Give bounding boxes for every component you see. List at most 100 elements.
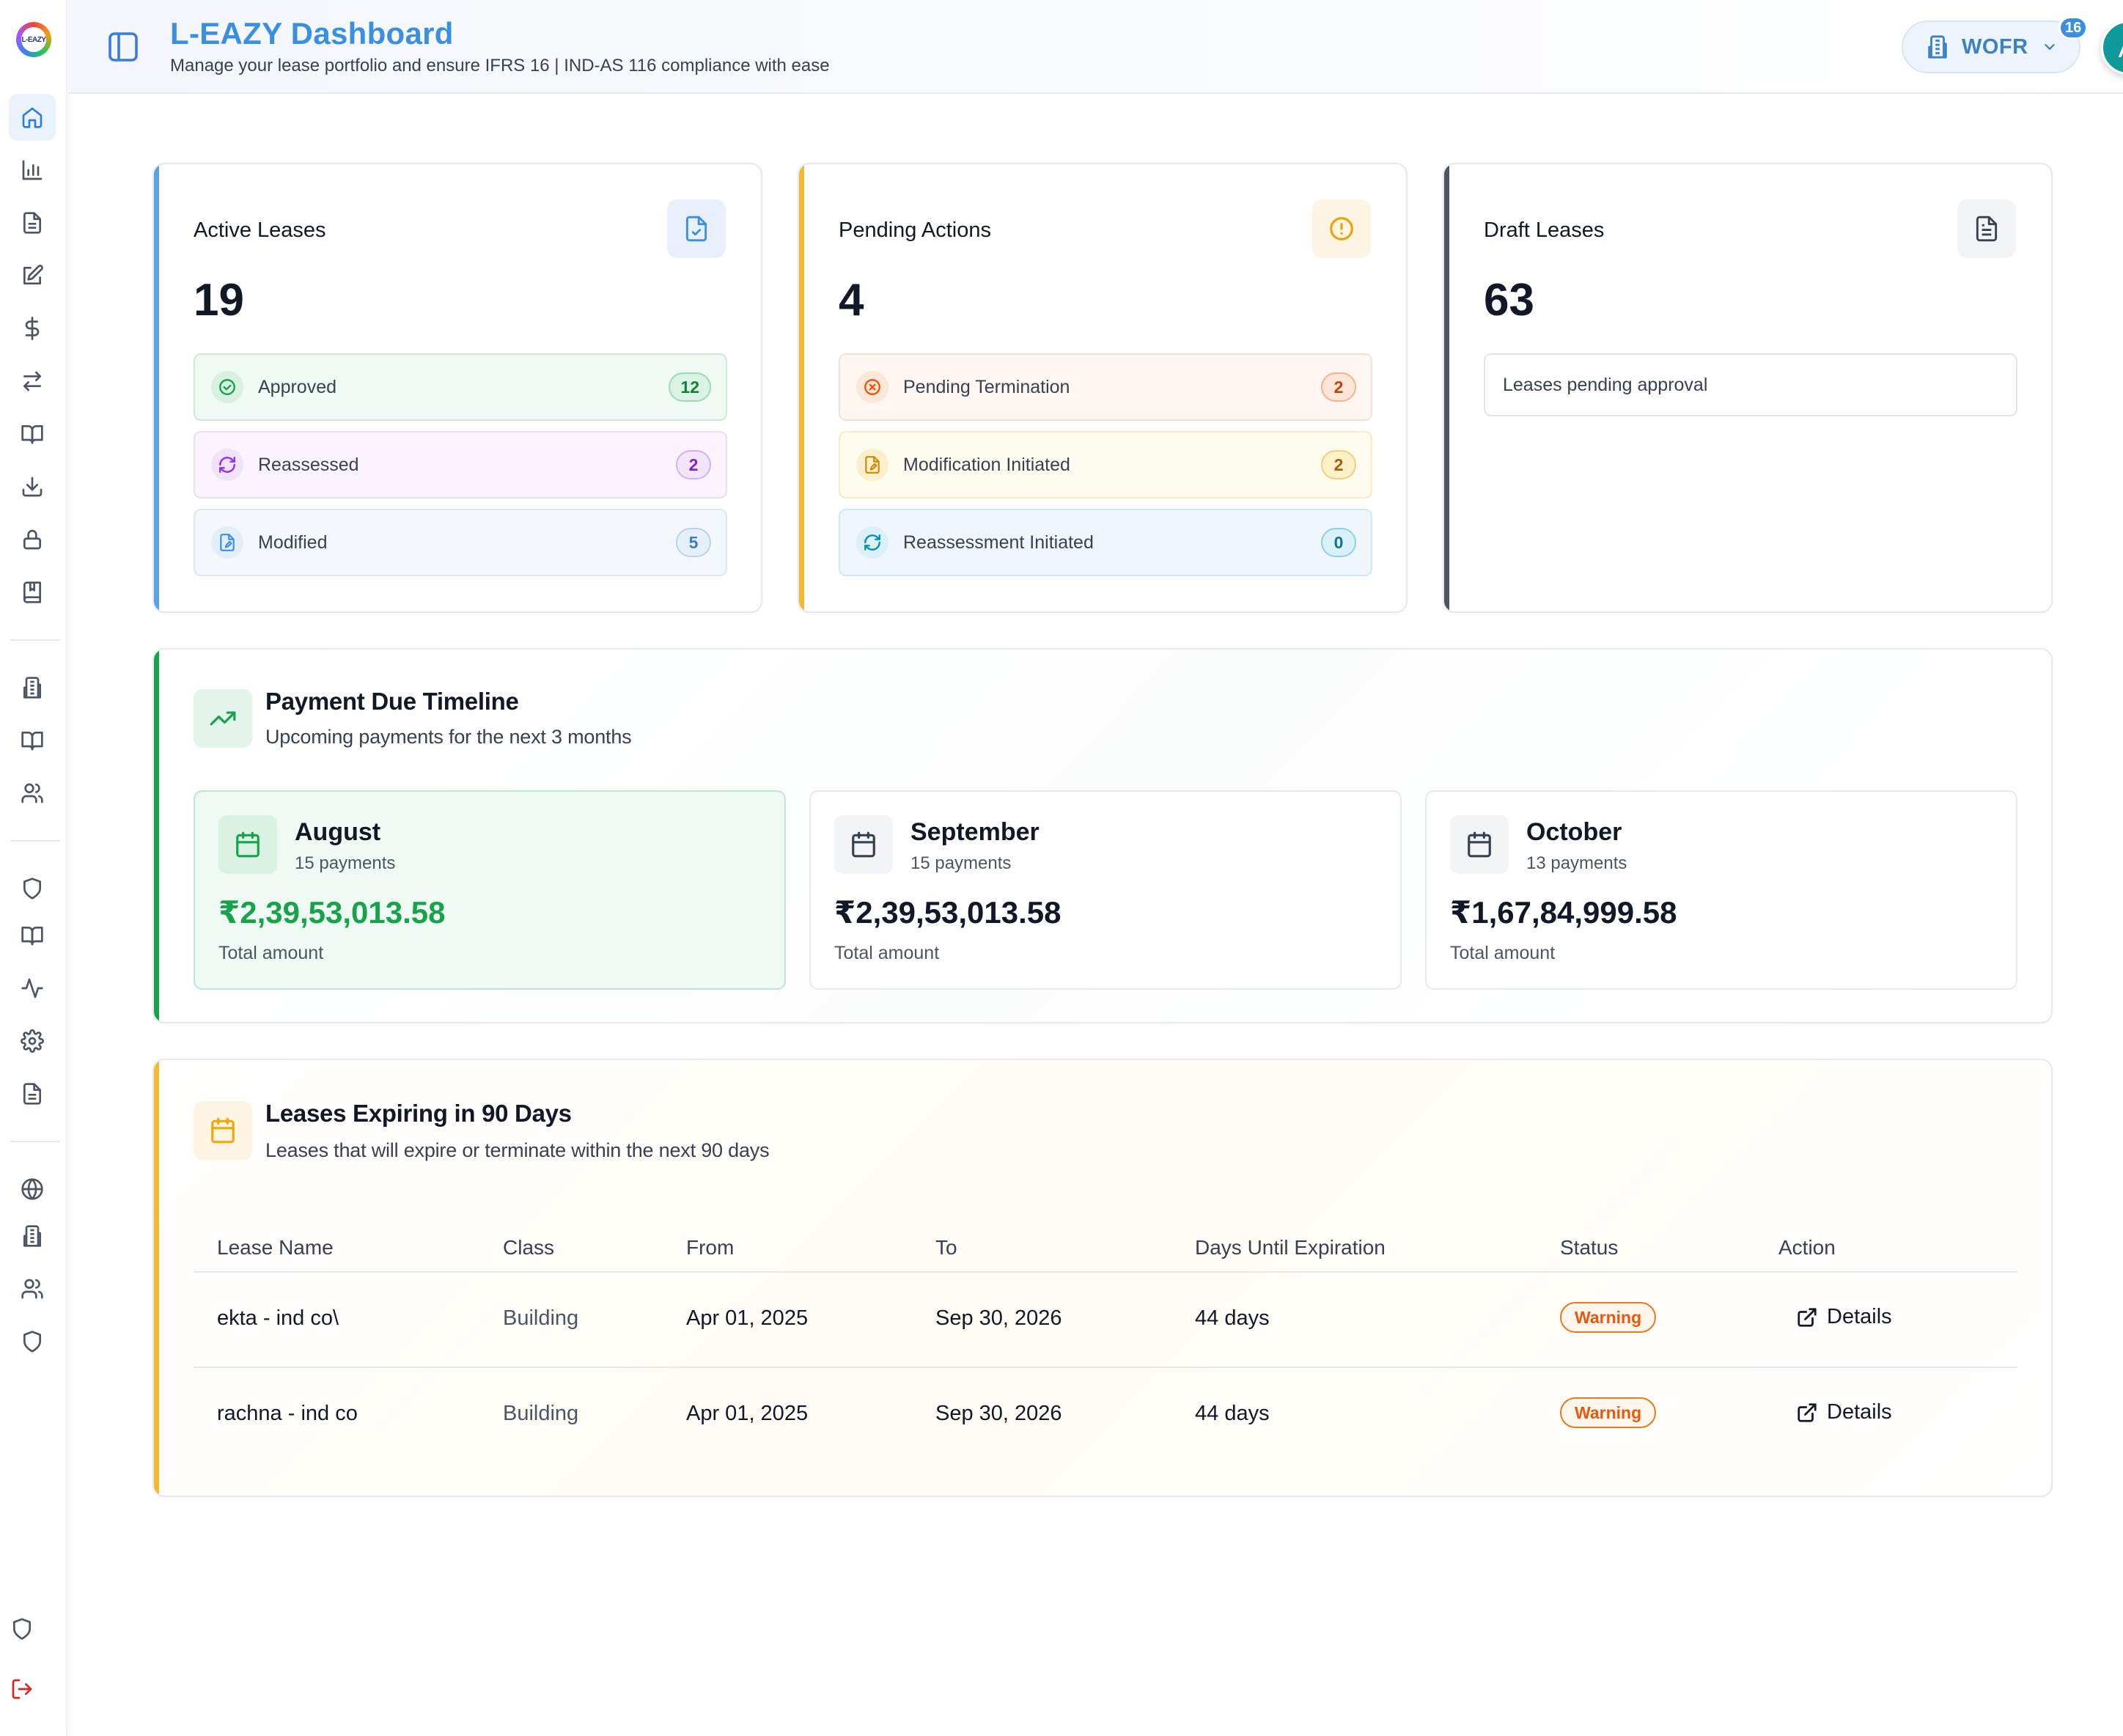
nav-edit-icon[interactable] — [9, 252, 56, 299]
nav-globe-icon[interactable] — [9, 1166, 56, 1213]
payment-count: 15 payments — [910, 853, 1012, 873]
card-accent-bar — [154, 1060, 159, 1496]
days-until-expiration: 44 days — [1195, 1402, 1270, 1425]
alert-circle-icon — [1312, 199, 1371, 258]
nav-download-icon[interactable] — [9, 463, 56, 510]
details-link[interactable]: Details — [1796, 1400, 1892, 1424]
count-badge: 2 — [1321, 372, 1356, 402]
lease-name: ekta - ind co\ — [217, 1306, 339, 1330]
lease-class: Building — [503, 1306, 579, 1330]
page-subtitle: Manage your lease portfolio and ensure I… — [170, 56, 830, 76]
sidebar-divider — [10, 1141, 60, 1142]
section-title: Leases Expiring in 90 Days — [265, 1100, 572, 1127]
sidebar-divider — [10, 639, 60, 641]
column-header-to[interactable]: To — [935, 1236, 957, 1259]
details-link[interactable]: Details — [1796, 1305, 1892, 1329]
count-badge: 0 — [1321, 528, 1356, 557]
draft-note: Leases pending approval — [1484, 353, 2017, 416]
card-title: Pending Actions — [839, 218, 991, 242]
nav-book-open-icon-2[interactable] — [9, 717, 56, 764]
row-label: Reassessed — [258, 454, 359, 475]
file-check-icon — [667, 199, 726, 258]
status-row-modified[interactable]: Modified 5 — [194, 509, 727, 576]
column-header-class[interactable]: Class — [503, 1236, 555, 1259]
sidebar-divider — [10, 840, 60, 842]
status-row-reassessed[interactable]: Reassessed 2 — [194, 431, 727, 499]
card-title: Active Leases — [194, 218, 326, 242]
nav-users-icon-2[interactable] — [9, 1265, 56, 1312]
nav-shield-icon-2[interactable] — [9, 1318, 56, 1365]
lease-class: Building — [503, 1402, 579, 1425]
nav-users-icon[interactable] — [9, 770, 56, 817]
app-logo[interactable]: L-EAZY — [16, 22, 51, 57]
payment-count: 15 payments — [295, 853, 396, 873]
column-header-status[interactable]: Status — [1560, 1236, 1619, 1259]
total-amount-label: Total amount — [834, 943, 940, 963]
file-text-icon — [1957, 199, 2016, 258]
month-card-october[interactable]: October 13 payments ₹1,67,84,999.58 Tota… — [1425, 790, 2017, 990]
x-circle-icon — [856, 371, 888, 403]
month-card-september[interactable]: September 15 payments ₹2,39,53,013.58 To… — [809, 790, 1402, 990]
status-row-pending-termination[interactable]: Pending Termination 2 — [839, 353, 1372, 421]
nav-dollar-icon[interactable] — [9, 305, 56, 352]
table-header-divider — [194, 1271, 2017, 1273]
nav-building-icon-2[interactable] — [9, 1213, 56, 1259]
row-label: Modified — [258, 532, 328, 553]
column-header-action: Action — [1778, 1236, 1836, 1259]
card-accent-bar — [1444, 164, 1449, 611]
section-subtitle: Upcoming payments for the next 3 months — [265, 726, 632, 748]
month-card-august[interactable]: August 15 payments ₹2,39,53,013.58 Total… — [194, 790, 786, 990]
days-until-expiration: 44 days — [1195, 1306, 1270, 1330]
total-amount-value: ₹1,67,84,999.58 — [1450, 895, 1677, 930]
user-avatar[interactable]: A — [2101, 21, 2123, 75]
nav-file-text-icon[interactable] — [9, 199, 56, 246]
sidebar-toggle-icon[interactable] — [106, 29, 141, 65]
check-circle-icon — [211, 371, 243, 403]
nav-book-open-icon[interactable] — [9, 411, 56, 457]
organization-selector[interactable]: WOFR — [1902, 21, 2080, 73]
status-badge: Warning — [1560, 1397, 1657, 1428]
card-accent-bar — [154, 164, 159, 611]
active-leases-card: Active Leases 19 Approved 12 Reassessed … — [152, 163, 762, 613]
calendar-icon — [194, 1101, 252, 1160]
lease-from: Apr 01, 2025 — [686, 1306, 809, 1330]
logout-icon[interactable] — [0, 1666, 45, 1713]
details-label: Details — [1827, 1400, 1892, 1424]
nav-lock-icon[interactable] — [9, 516, 56, 563]
column-header-days[interactable]: Days Until Expiration — [1195, 1236, 1386, 1259]
nav-shield-icon[interactable] — [9, 865, 56, 912]
status-row-reassessment-initiated[interactable]: Reassessment Initiated 0 — [839, 509, 1372, 576]
nav-shield-icon-bottom[interactable] — [0, 1606, 45, 1652]
nav-activity-icon[interactable] — [9, 965, 56, 1012]
nav-file-text-icon-2[interactable] — [9, 1070, 56, 1117]
status-row-modification-initiated[interactable]: Modification Initiated 2 — [839, 431, 1372, 499]
column-header-from[interactable]: From — [686, 1236, 735, 1259]
month-name: September — [910, 818, 1040, 846]
draft-leases-card: Draft Leases 63 Leases pending approval — [1443, 163, 2053, 613]
count-badge: 2 — [1321, 450, 1356, 479]
status-badge: Warning — [1560, 1302, 1657, 1333]
nav-bar-chart-icon[interactable] — [9, 147, 56, 194]
nav-book-icon[interactable] — [9, 569, 56, 616]
row-label: Approved — [258, 376, 337, 397]
pending-actions-card: Pending Actions 4 Pending Termination 2 … — [798, 163, 1408, 613]
nav-arrows-icon[interactable] — [9, 358, 56, 405]
table-row-divider — [194, 1367, 2017, 1368]
month-name: August — [295, 818, 381, 846]
column-header-lease-name[interactable]: Lease Name — [217, 1236, 334, 1259]
row-label: Modification Initiated — [903, 454, 1070, 475]
total-amount-label: Total amount — [218, 943, 324, 963]
calendar-icon — [218, 815, 277, 874]
row-label: Reassessment Initiated — [903, 532, 1094, 553]
status-row-approved[interactable]: Approved 12 — [194, 353, 727, 421]
nav-book-open-icon-3[interactable] — [9, 912, 56, 959]
organization-name: WOFR — [1962, 34, 2028, 59]
card-value: 63 — [1484, 275, 1534, 326]
nav-settings-icon[interactable] — [9, 1018, 56, 1064]
nav-home-icon[interactable] — [9, 94, 56, 141]
total-amount-value: ₹2,39,53,013.58 — [218, 895, 446, 930]
trending-up-icon — [194, 689, 252, 748]
lease-from: Apr 01, 2025 — [686, 1402, 809, 1425]
nav-building-icon[interactable] — [9, 664, 56, 711]
card-accent-bar — [154, 650, 159, 1022]
